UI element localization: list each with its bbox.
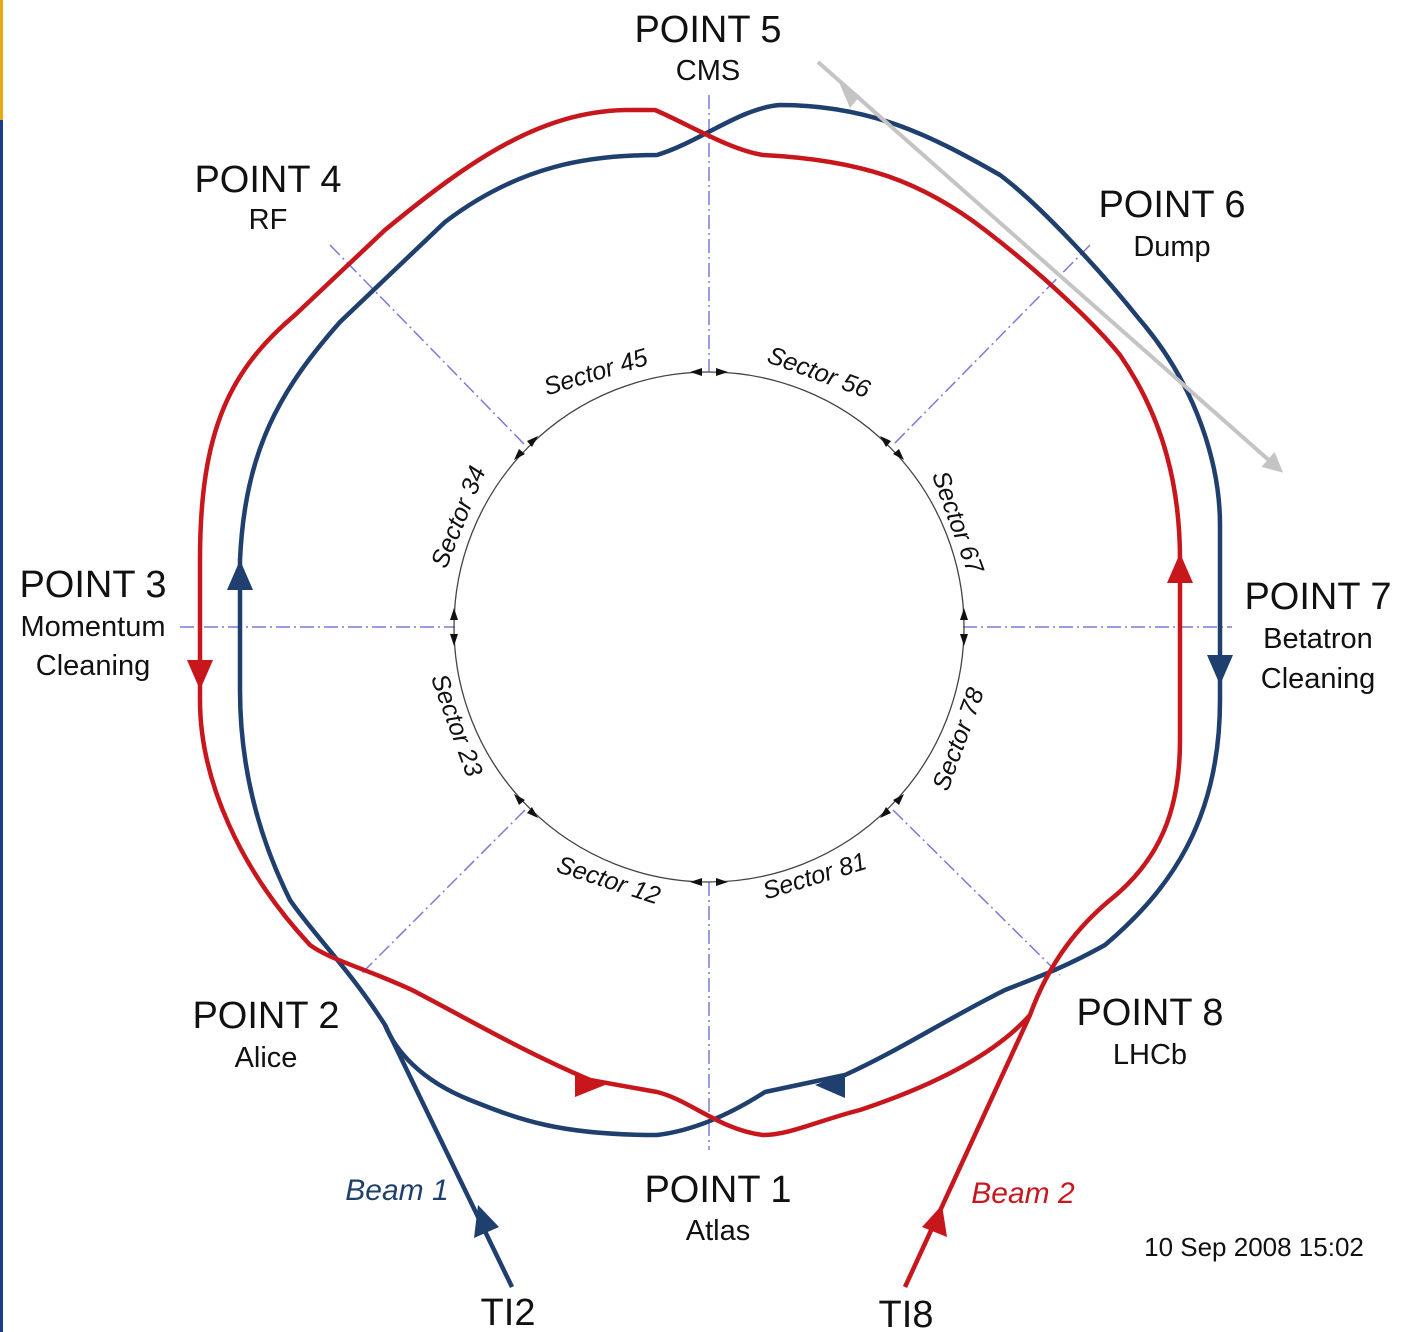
sector-label-67: Sector 67: [926, 467, 989, 578]
sector-label-78: Sector 78: [927, 684, 990, 794]
point-5-label: POINT 5: [634, 9, 781, 51]
point-4-sublabel: RF: [249, 204, 288, 236]
point-5-sublabel: CMS: [676, 55, 740, 87]
tick-bottom: [690, 878, 728, 886]
point-7-label: POINT 7: [1244, 576, 1391, 618]
tick-top: [690, 368, 728, 376]
dump-line: [816, 60, 1283, 473]
point-4-label: POINT 4: [194, 159, 341, 201]
point-3-sublabel-1: Momentum: [20, 611, 165, 643]
point-7-sublabel-1: Betatron: [1263, 623, 1373, 655]
beam-1-path: [237, 102, 1223, 1288]
beam-2-arrow-point3: [187, 660, 213, 690]
point-6-label: POINT 6: [1098, 184, 1245, 226]
beam-1-arrow-point8: [815, 1073, 845, 1098]
tick-right: [960, 608, 968, 646]
axis-line-diag-p2: [359, 809, 526, 976]
point-8-sublabel: LHCb: [1113, 1039, 1187, 1071]
beam-2-arrow-point2: [575, 1071, 605, 1097]
sector-label-45: Sector 45: [540, 343, 651, 401]
dump-line-segment: [816, 60, 1283, 473]
point-7-sublabel-2: Cleaning: [1261, 663, 1375, 695]
beam-2-path: [197, 107, 1183, 1288]
beam-2-injection-ti8: [902, 1014, 1033, 1288]
timestamp: 10 Sep 2008 15:02: [1144, 1232, 1364, 1262]
point-8-label: POINT 8: [1076, 992, 1223, 1034]
sector-label-34: Sector 34: [426, 462, 492, 572]
beam-2-arrow-point7: [1167, 553, 1193, 583]
beam-arrows: [187, 553, 1233, 1238]
sector-label-56: Sector 56: [764, 341, 874, 404]
axis-line-diag-p8: [892, 809, 1061, 976]
inner-sector-circle: [453, 371, 965, 883]
beam-2-label: Beam 2: [971, 1177, 1075, 1210]
transfer-line-ti8-label: TI8: [879, 1294, 934, 1332]
beam-1-injection-ti2: [382, 1024, 515, 1288]
beam-1-ring: [237, 102, 1223, 1138]
tick-ne: [880, 436, 904, 460]
point-1-sublabel: Atlas: [686, 1215, 750, 1247]
beam-1-label: Beam 1: [345, 1174, 448, 1207]
point-1-label: POINT 1: [644, 1169, 791, 1211]
sector-label-23: Sector 23: [425, 670, 488, 780]
point-labels: POINT 5 CMS POINT 4 RF POINT 6 Dump POIN…: [19, 9, 1391, 1247]
beam-2-ring: [197, 107, 1183, 1138]
sector-labels: Sector 45 Sector 56 Sector 34 Sector 67 …: [425, 341, 990, 910]
point-6-sublabel: Dump: [1133, 231, 1210, 263]
beam-1-arrow-point7: [1207, 655, 1233, 685]
beam-1-arrow-point3: [227, 560, 253, 590]
sector-boundary-ticks: [450, 368, 968, 886]
left-frame-accent: [0, 0, 3, 120]
axis-line-diag-p4: [329, 244, 526, 446]
tick-left: [450, 608, 458, 646]
tick-se: [880, 794, 904, 818]
dump-line-arrow-upper: [838, 80, 860, 108]
axis-lines: [180, 95, 1232, 1150]
point-2-sublabel: Alice: [235, 1042, 298, 1074]
sector-label-12: Sector 12: [553, 851, 664, 911]
point-2-label: POINT 2: [192, 995, 339, 1037]
point-3-label: POINT 3: [19, 564, 166, 606]
tick-sw: [514, 794, 538, 818]
transfer-line-ti2-label: TI2: [481, 1292, 536, 1332]
point-3-sublabel-2: Cleaning: [36, 650, 150, 682]
sector-label-81: Sector 81: [759, 847, 870, 905]
tick-nw: [514, 436, 538, 460]
left-frame-border: [0, 0, 3, 1332]
beam-2-arrow-ti8: [922, 1205, 947, 1237]
beam-1-arrow-ti2: [474, 1205, 499, 1238]
